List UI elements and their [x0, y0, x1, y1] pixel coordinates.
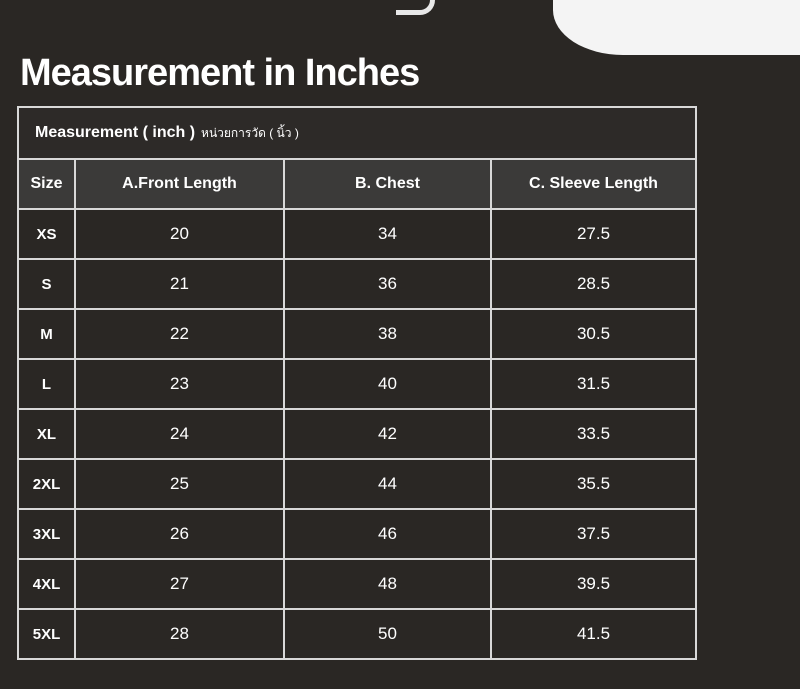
front-length-cell: 27 [74, 558, 285, 610]
header-front-length: A.Front Length [74, 158, 285, 210]
front-length-cell: 26 [74, 508, 285, 560]
front-length-cell: 23 [74, 358, 285, 410]
header-size: Size [17, 158, 76, 210]
sleeve-length-cell: 30.5 [490, 308, 697, 360]
table-row: 2XL 25 44 35.5 [17, 458, 697, 510]
chest-cell: 46 [283, 508, 492, 560]
size-chart-table: Measurement ( inch ) หน่วยการวัด ( นิ้ว )… [17, 106, 697, 660]
size-cell: 3XL [17, 508, 76, 560]
front-length-cell: 28 [74, 608, 285, 660]
chest-cell: 44 [283, 458, 492, 510]
chest-cell: 48 [283, 558, 492, 610]
table-row: 3XL 26 46 37.5 [17, 508, 697, 560]
chest-cell: 36 [283, 258, 492, 310]
table-row: 4XL 27 48 39.5 [17, 558, 697, 610]
size-cell: 2XL [17, 458, 76, 510]
sleeve-length-cell: 41.5 [490, 608, 697, 660]
caption-main: Measurement ( inch ) [35, 123, 196, 141]
table-row: M 22 38 30.5 [17, 308, 697, 360]
size-cell: 5XL [17, 608, 76, 660]
table-row: S 21 36 28.5 [17, 258, 697, 310]
product-image-fragment [553, 0, 800, 55]
caption-thai: หน่วยการวัด ( นิ้ว ) [201, 125, 299, 140]
sleeve-length-cell: 37.5 [490, 508, 697, 560]
chest-cell: 42 [283, 408, 492, 460]
header-chest: B. Chest [283, 158, 492, 210]
header-sleeve-length: C. Sleeve Length [490, 158, 697, 210]
size-cell: S [17, 258, 76, 310]
front-length-cell: 24 [74, 408, 285, 460]
table-caption-row: Measurement ( inch ) หน่วยการวัด ( นิ้ว ) [17, 106, 697, 160]
sleeve-length-cell: 28.5 [490, 258, 697, 310]
chest-cell: 34 [283, 208, 492, 260]
sleeve-length-cell: 31.5 [490, 358, 697, 410]
chest-cell: 38 [283, 308, 492, 360]
sleeve-length-cell: 35.5 [490, 458, 697, 510]
sleeve-length-cell: 27.5 [490, 208, 697, 260]
table-row: L 23 40 31.5 [17, 358, 697, 410]
front-length-cell: 21 [74, 258, 285, 310]
page-title: Measurement in Inches [20, 52, 420, 94]
product-image-hook [396, 0, 435, 15]
front-length-cell: 20 [74, 208, 285, 260]
sleeve-length-cell: 39.5 [490, 558, 697, 610]
table-row: 5XL 28 50 41.5 [17, 608, 697, 660]
size-cell: M [17, 308, 76, 360]
size-cell: XL [17, 408, 76, 460]
size-cell: 4XL [17, 558, 76, 610]
size-cell: L [17, 358, 76, 410]
front-length-cell: 22 [74, 308, 285, 360]
chest-cell: 50 [283, 608, 492, 660]
table-row: XS 20 34 27.5 [17, 208, 697, 260]
sleeve-length-cell: 33.5 [490, 408, 697, 460]
table-row: XL 24 42 33.5 [17, 408, 697, 460]
front-length-cell: 25 [74, 458, 285, 510]
chest-cell: 40 [283, 358, 492, 410]
size-cell: XS [17, 208, 76, 260]
header-row: Size A.Front Length B. Chest C. Sleeve L… [17, 158, 697, 210]
